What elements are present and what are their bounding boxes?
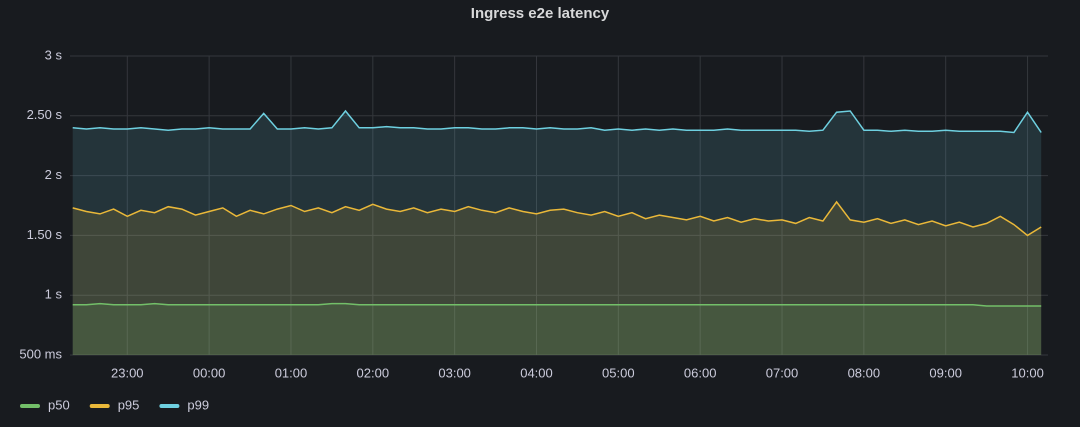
area-fill <box>72 201 1042 355</box>
legend-label: p95 <box>118 397 140 412</box>
y-tick-label: 2 s <box>45 167 63 182</box>
legend-label: p50 <box>48 397 70 412</box>
series-line <box>72 200 1042 237</box>
x-tick-label: 03:00 <box>438 365 471 380</box>
x-tick-label: 09:00 <box>929 365 962 380</box>
x-tick-label: 01:00 <box>275 365 308 380</box>
series-line <box>72 109 1042 134</box>
x-tick-label: 00:00 <box>193 365 226 380</box>
x-tick-label: 06:00 <box>684 365 717 380</box>
x-tick-label: 07:00 <box>766 365 799 380</box>
x-tick-label: 05:00 <box>602 365 635 380</box>
x-tick-label: 23:00 <box>111 365 144 380</box>
y-tick-label: 1.50 s <box>27 227 63 242</box>
x-tick-label: 04:00 <box>520 365 553 380</box>
x-tick-label: 02:00 <box>357 365 390 380</box>
y-tick-label: 1 s <box>45 287 63 302</box>
series-line <box>72 302 1042 307</box>
legend-label: p99 <box>187 397 209 412</box>
x-tick-label: 08:00 <box>848 365 881 380</box>
chart-title: Ingress e2e latency <box>471 5 610 22</box>
area-fill <box>72 111 1042 355</box>
x-tick-label: 10:00 <box>1011 365 1044 380</box>
y-tick-label: 2.50 s <box>27 107 63 122</box>
y-tick-label: 500 ms <box>19 346 62 361</box>
area-fill <box>72 303 1042 355</box>
y-tick-label: 3 s <box>45 47 63 62</box>
